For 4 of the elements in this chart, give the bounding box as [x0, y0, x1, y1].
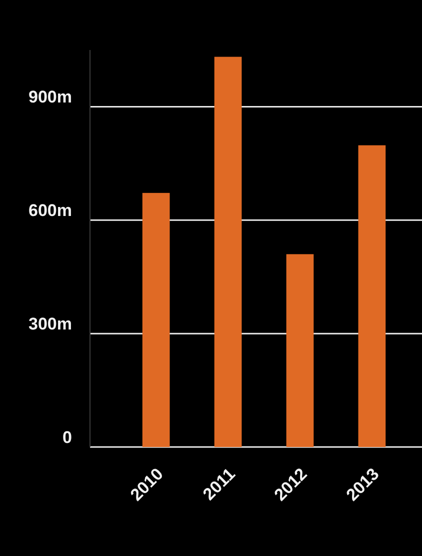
y-tick-label: 300m: [28, 314, 72, 334]
y-tick-label: 600m: [28, 201, 72, 220]
y-tick-label: 0: [62, 428, 72, 447]
y-tick-label: 900m: [28, 88, 72, 107]
